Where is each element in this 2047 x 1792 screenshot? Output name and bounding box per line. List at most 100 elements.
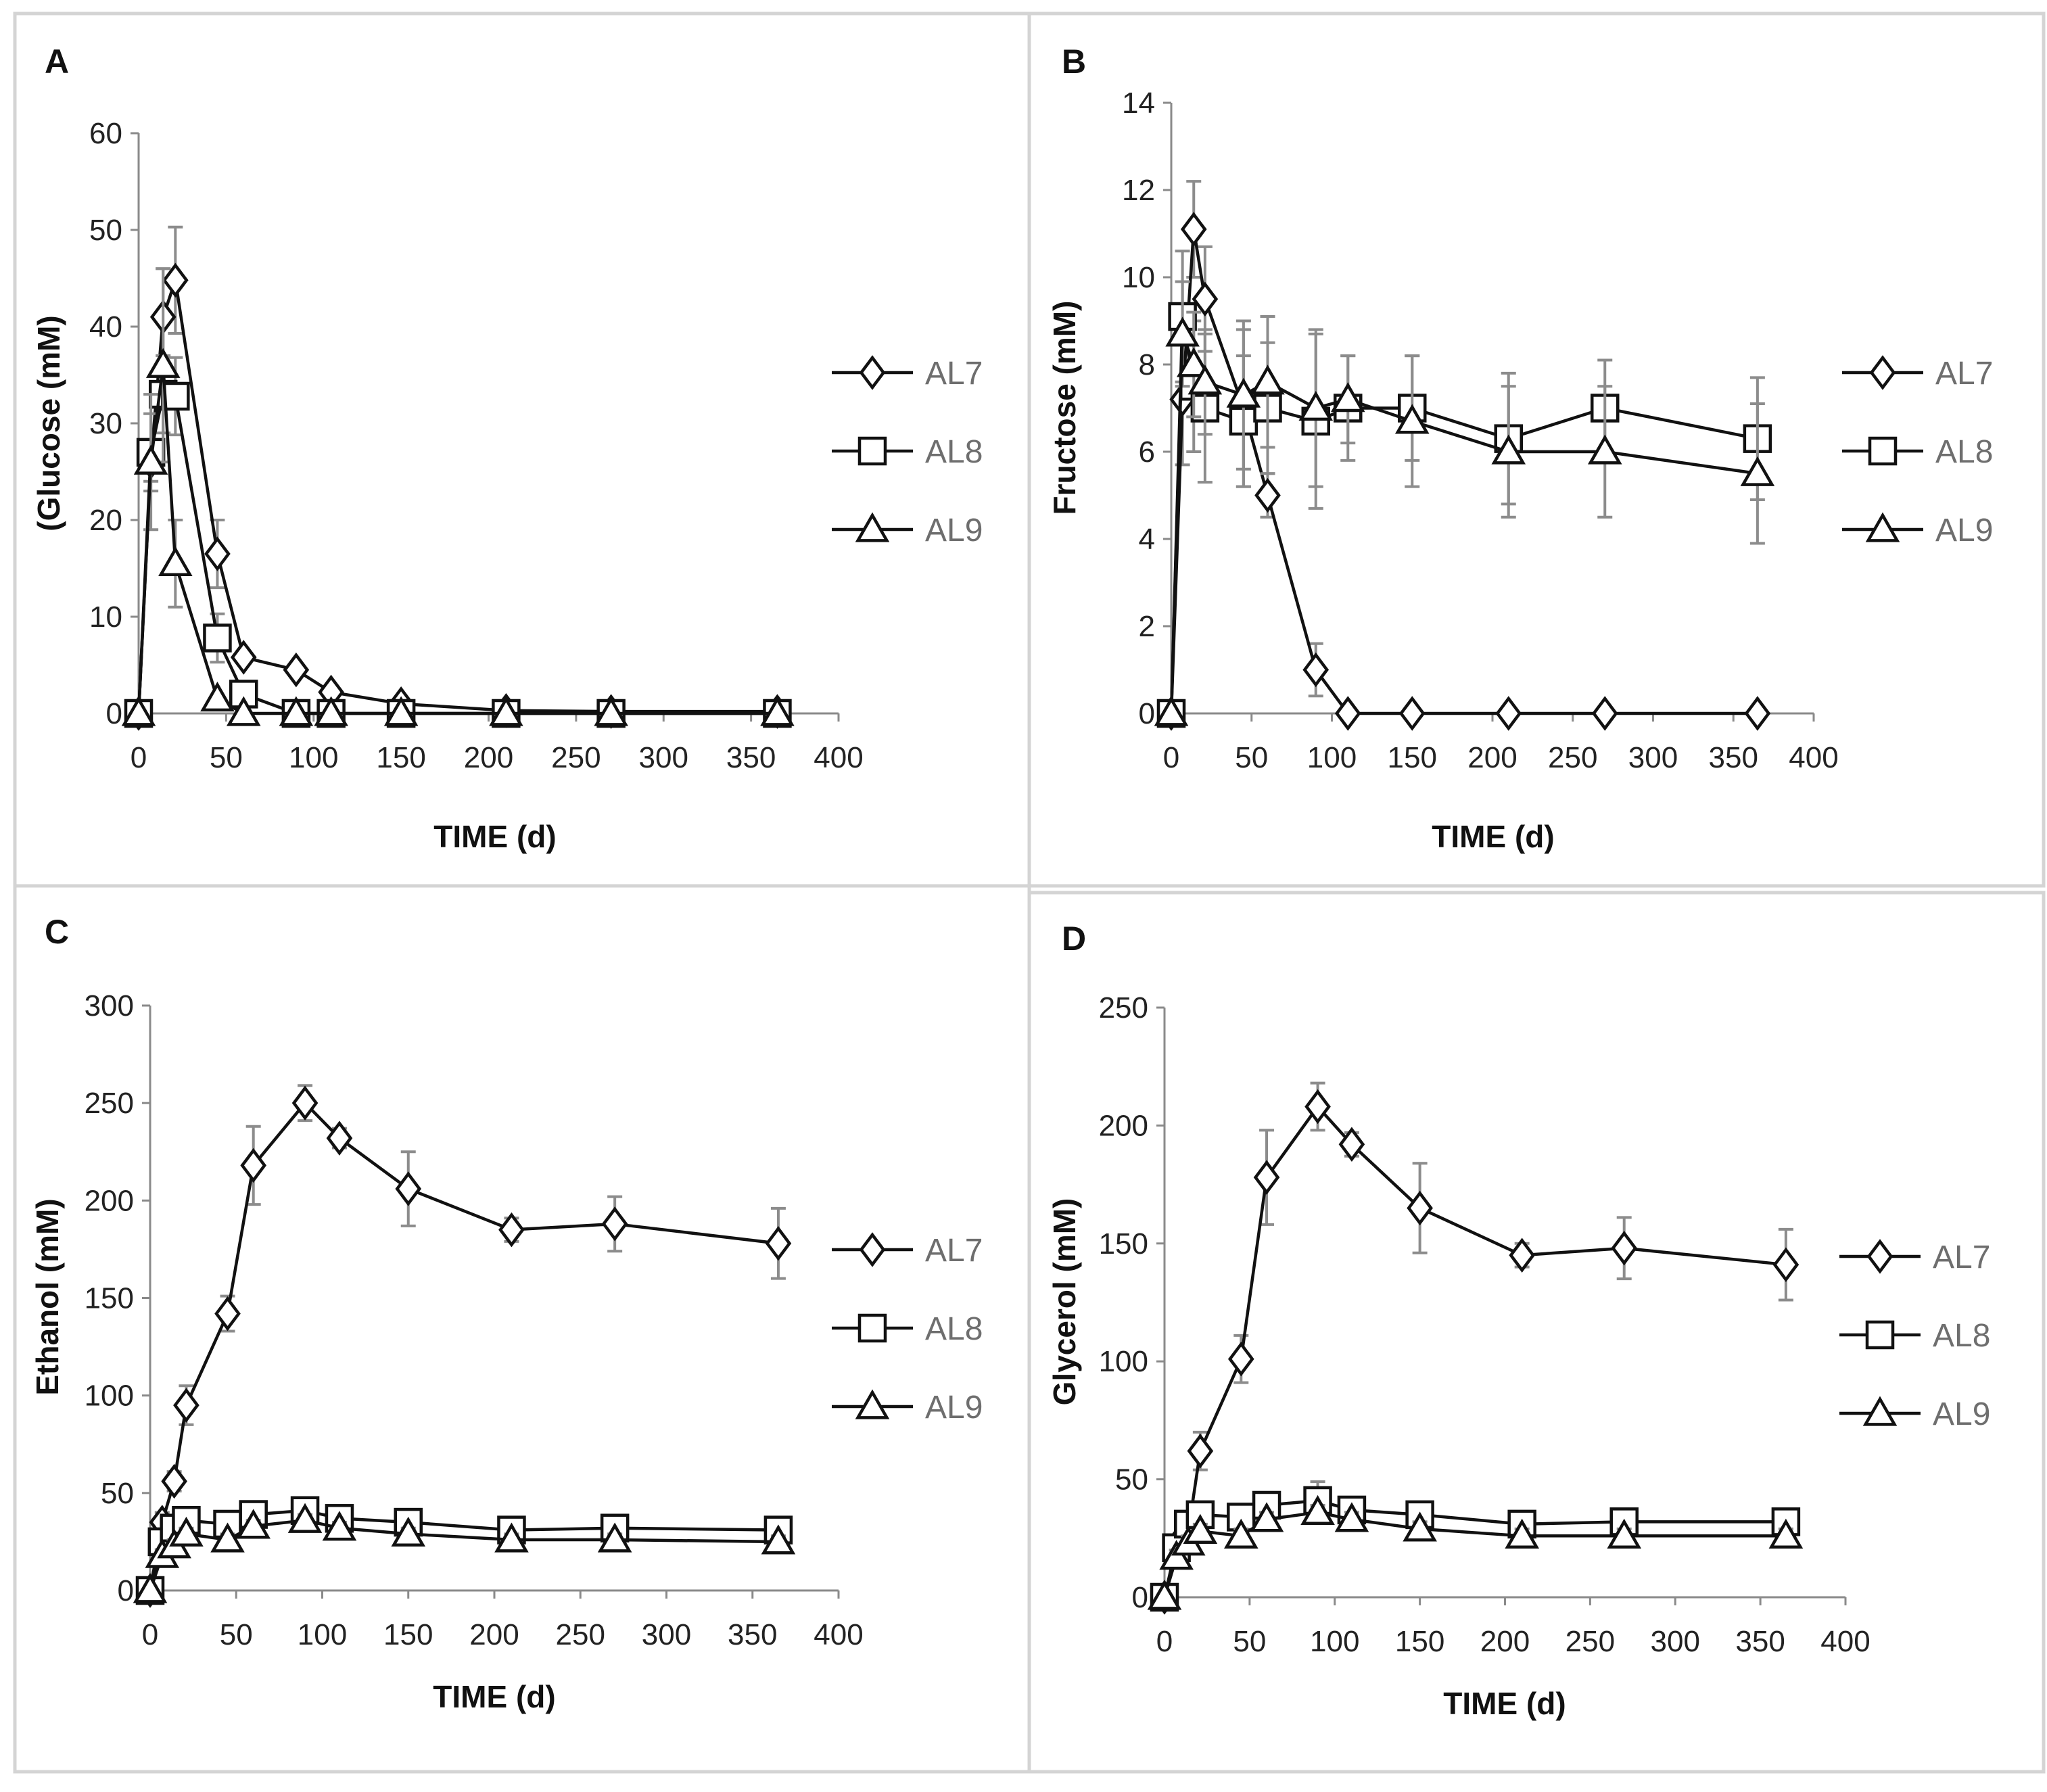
x-axis-title: TIME (d): [433, 1679, 555, 1714]
data-point-al7: [326, 1121, 353, 1156]
data-point-al7: [1253, 1160, 1280, 1195]
data-point-al9: [121, 696, 156, 726]
data-point-al9: [1249, 1502, 1284, 1532]
y-tick-label: 50: [1115, 1463, 1148, 1496]
x-tick-label: 200: [1467, 741, 1517, 774]
x-tick-label: 50: [210, 741, 243, 774]
x-tick-label: 100: [298, 1618, 347, 1651]
data-point-al7: [1254, 477, 1281, 513]
y-axis-title: Ethanol (mM): [30, 1198, 65, 1395]
legend-marker-al8: [857, 436, 887, 466]
legend-label-al7: AL7: [1933, 1240, 1990, 1275]
x-axis-title: TIME (d): [1432, 819, 1554, 854]
data-point-al7: [1398, 696, 1426, 731]
x-tick-label: 150: [1388, 741, 1437, 774]
y-tick-label: 0: [1132, 1581, 1148, 1614]
panel-b-letter: B: [1062, 43, 1086, 80]
series-line-al9: [137, 363, 778, 715]
x-axis-title: TIME (d): [433, 819, 556, 854]
data-point-al7: [1227, 1341, 1254, 1377]
legend-label-al8: AL8: [925, 1311, 983, 1347]
data-point-al8: [203, 623, 232, 653]
data-point-al9: [1300, 1494, 1335, 1526]
data-point-al7: [161, 1463, 187, 1499]
x-tick-label: 100: [1307, 741, 1357, 774]
data-point-al7: [1772, 1247, 1799, 1282]
data-point-al7: [1187, 1433, 1214, 1469]
y-tick-label: 20: [89, 504, 122, 537]
y-tick-label: 100: [85, 1380, 134, 1413]
x-tick-label: 0: [1163, 741, 1179, 774]
x-tick-label: 350: [726, 741, 776, 774]
data-point-al7: [291, 1085, 319, 1121]
legend-marker-al7: [1869, 355, 1896, 390]
data-point-al9: [226, 696, 261, 726]
y-tick-label: 200: [85, 1184, 134, 1217]
series-line-al7: [137, 279, 778, 714]
y-tick-label: 12: [1122, 174, 1155, 207]
data-point-al9: [1740, 456, 1775, 486]
y-tick-label: 200: [1099, 1109, 1148, 1142]
y-tick-label: 10: [89, 600, 122, 634]
x-tick-label: 250: [1548, 741, 1597, 774]
data-point-al9: [1607, 1518, 1642, 1549]
data-point-al7: [1744, 696, 1771, 731]
data-point-al7: [1180, 212, 1207, 247]
x-tick-label: 300: [1651, 1625, 1700, 1658]
data-point-al7: [1334, 696, 1361, 731]
data-point-al9: [158, 546, 193, 576]
data-point-al9: [1334, 1502, 1369, 1532]
data-point-al9: [169, 1516, 204, 1547]
x-tick-label: 150: [1395, 1625, 1444, 1658]
series-al9: [121, 267, 795, 726]
legend-label-al7: AL7: [925, 356, 983, 392]
data-point-al7: [173, 1388, 199, 1423]
x-tick-label: 200: [464, 741, 513, 774]
panel-a-legend: AL7 AL8 AL9: [832, 355, 983, 548]
x-tick-label: 200: [469, 1618, 519, 1651]
data-point-al9: [1394, 404, 1430, 434]
y-tick-label: 100: [1099, 1345, 1148, 1378]
y-tick-label: 2: [1139, 610, 1155, 643]
x-tick-label: 0: [1156, 1625, 1173, 1658]
data-point-al9: [279, 696, 314, 726]
data-point-al9: [1187, 364, 1223, 395]
y-tick-label: 8: [1139, 348, 1155, 381]
legend-label-al9: AL9: [925, 1390, 983, 1425]
data-point-al9: [1298, 390, 1334, 421]
y-tick-label: 0: [118, 1574, 134, 1607]
data-point-al9: [597, 1522, 632, 1553]
panel-a-letter: A: [45, 43, 69, 80]
series-al9: [1154, 280, 1775, 726]
y-tick-label: 4: [1139, 523, 1155, 556]
panel-c-legend: AL7 AL8 AL9: [832, 1232, 983, 1425]
data-point-al9: [1176, 347, 1211, 377]
data-point-al9: [594, 696, 628, 726]
data-point-al7: [601, 1206, 628, 1242]
series-al9: [133, 1503, 796, 1603]
data-point-al7: [1611, 1231, 1638, 1266]
data-point-al9: [1226, 377, 1261, 408]
y-tick-label: 60: [89, 117, 122, 150]
panel-d: D 0 50 100 150 200 250 0 50 100 150 200 250 300 350 400…: [1027, 891, 2046, 1774]
data-point-al9: [1768, 1518, 1804, 1549]
y-tick-label: 150: [1099, 1227, 1148, 1260]
x-tick-label: 0: [131, 741, 147, 774]
data-point-al9: [1154, 696, 1189, 726]
data-point-al7: [395, 1171, 422, 1206]
y-axis-title: Glycerol (mM): [1047, 1198, 1082, 1406]
x-tick-label: 400: [814, 1618, 863, 1651]
data-point-al7: [1338, 1127, 1365, 1162]
data-point-al7: [230, 640, 257, 675]
data-point-al9: [1183, 1513, 1218, 1544]
legend-marker-al9: [1865, 512, 1900, 542]
x-tick-label: 250: [556, 1618, 605, 1651]
data-point-al9: [761, 1524, 796, 1555]
data-point-al9: [1505, 1518, 1539, 1549]
legend-label-al9: AL9: [1933, 1396, 1990, 1432]
data-point-al7: [204, 536, 231, 571]
panel-d-letter: D: [1062, 920, 1086, 958]
legend-marker-al7: [859, 355, 886, 390]
x-tick-label: 50: [1235, 741, 1268, 774]
y-tick-label: 6: [1139, 435, 1155, 469]
